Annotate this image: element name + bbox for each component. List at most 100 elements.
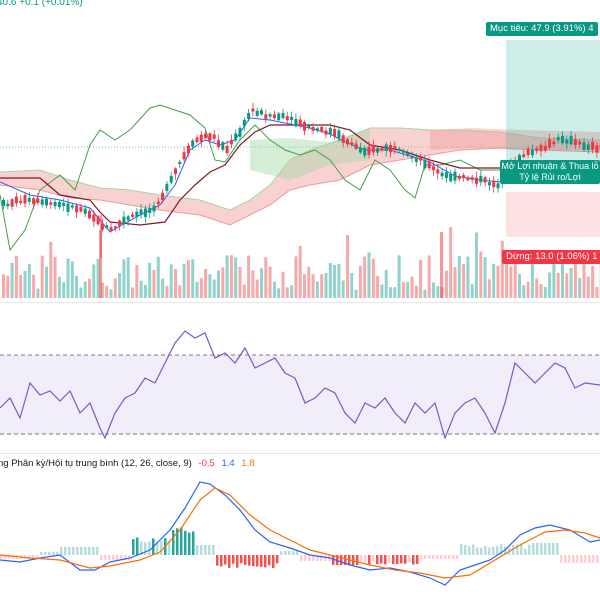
volume-bar xyxy=(217,270,220,298)
macd-hist-bar xyxy=(480,547,483,555)
candle-body xyxy=(298,119,302,126)
candle-body xyxy=(397,148,401,151)
macd-hist-bar xyxy=(524,548,527,555)
macd-hist-bar xyxy=(372,555,375,562)
target-label[interactable]: Mục tiêu: 47.9 (3.91%) 4 xyxy=(486,22,598,36)
candle-body xyxy=(320,126,324,132)
candle-body xyxy=(113,226,117,229)
candle-body xyxy=(530,149,534,156)
candle-body xyxy=(479,175,483,183)
candle-body xyxy=(178,161,182,165)
macd-hist-bar xyxy=(488,547,491,555)
candle-body xyxy=(152,205,156,212)
candle-body xyxy=(586,144,590,150)
volume-bar xyxy=(285,287,289,298)
macd-hist-bar xyxy=(12,555,15,559)
candle-body xyxy=(272,114,276,119)
price-pane[interactable] xyxy=(0,0,600,300)
volume-bar xyxy=(53,256,57,298)
macd-hist-bar xyxy=(340,555,343,565)
volume-bar xyxy=(32,274,36,298)
candle-body xyxy=(83,208,87,214)
volume-bar xyxy=(174,269,177,298)
macd-hist-bar xyxy=(284,551,287,555)
macd-hist-bar xyxy=(188,532,191,555)
macd-hist-bar xyxy=(52,552,55,555)
macd-hist-bar xyxy=(92,547,95,555)
volume-bar xyxy=(578,277,582,298)
candle-body xyxy=(406,152,410,156)
candle-body xyxy=(105,225,109,228)
macd-hist-bar xyxy=(8,555,11,559)
macd-legend[interactable]: ng Phân kỳ/Hội tụ trung bình (12, 26, cl… xyxy=(0,458,255,469)
volume-bar xyxy=(178,285,182,298)
macd-hist-bar xyxy=(60,547,63,555)
volume-bar xyxy=(255,279,259,298)
volume-bar xyxy=(191,259,195,298)
candle-body xyxy=(268,114,272,117)
volume-bar xyxy=(208,274,212,298)
candle-body xyxy=(535,148,539,152)
macd-hist-bar xyxy=(476,547,479,555)
macd-hist-bar xyxy=(124,555,127,560)
macd-hist-bar xyxy=(504,546,507,555)
volume-bar xyxy=(204,268,208,298)
loss-zone[interactable] xyxy=(506,192,600,237)
candle-body xyxy=(45,198,48,206)
volume-bar xyxy=(272,281,276,298)
volume-bar xyxy=(96,258,100,298)
volume-bar xyxy=(281,271,285,298)
candle-body xyxy=(62,203,66,206)
macd-hist-bar xyxy=(368,555,371,565)
macd-hist-bar xyxy=(520,543,523,555)
macd-hist-bar xyxy=(184,530,187,555)
volume-bar xyxy=(242,284,246,298)
macd-hist-bar xyxy=(536,543,539,555)
volume-bar xyxy=(161,278,165,298)
macd-hist-bar xyxy=(148,541,151,555)
macd-hist-bar xyxy=(592,555,595,563)
candle-body xyxy=(376,148,380,153)
candle-body xyxy=(333,128,337,137)
macd-pane[interactable] xyxy=(0,470,600,600)
pane-separator[interactable] xyxy=(0,302,600,303)
candle-body xyxy=(522,154,526,158)
macd-hist-bar xyxy=(468,546,471,555)
volume-bar xyxy=(328,263,332,298)
candle-body xyxy=(88,210,91,219)
macd-hist-bar xyxy=(132,539,135,555)
candle-body xyxy=(100,223,104,230)
volume-bar xyxy=(113,278,117,298)
candle-body xyxy=(410,155,414,159)
macd-hist-bar xyxy=(224,555,227,565)
candle-body xyxy=(337,130,341,139)
profit-zone[interactable] xyxy=(506,40,600,168)
volume-bar xyxy=(92,264,96,298)
volume-bar xyxy=(333,264,337,298)
rsi-pane[interactable] xyxy=(0,303,600,453)
macd-hist-bar xyxy=(240,555,243,564)
volume-bar xyxy=(552,260,556,298)
candle-body xyxy=(109,227,113,231)
candle-body xyxy=(53,201,57,207)
macd-value: 1.4 xyxy=(221,458,235,469)
volume-bar xyxy=(229,255,233,298)
volume-bar xyxy=(169,264,173,298)
candle-body xyxy=(303,122,306,131)
macd-hist-bar xyxy=(352,555,355,565)
volume-bar xyxy=(238,266,242,298)
candle-body xyxy=(440,172,444,177)
pnl-label[interactable]: Mở Lợi nhuận & Thua lỗ Tỷ lệ Rủi ro/Lợi xyxy=(500,160,600,184)
stop-label[interactable]: Dừng: 13.0 (1.06%) 1 xyxy=(502,250,600,264)
volume-bar xyxy=(595,287,599,298)
pane-separator[interactable] xyxy=(0,453,600,454)
volume-bar xyxy=(268,266,272,298)
volume-bar xyxy=(105,285,109,298)
candle-body xyxy=(23,194,27,204)
volume-bar xyxy=(99,230,102,298)
senkou-span-b xyxy=(0,147,600,226)
volume-bar xyxy=(49,241,53,298)
volume-bar xyxy=(526,281,530,298)
macd-hist-bar xyxy=(388,555,391,563)
